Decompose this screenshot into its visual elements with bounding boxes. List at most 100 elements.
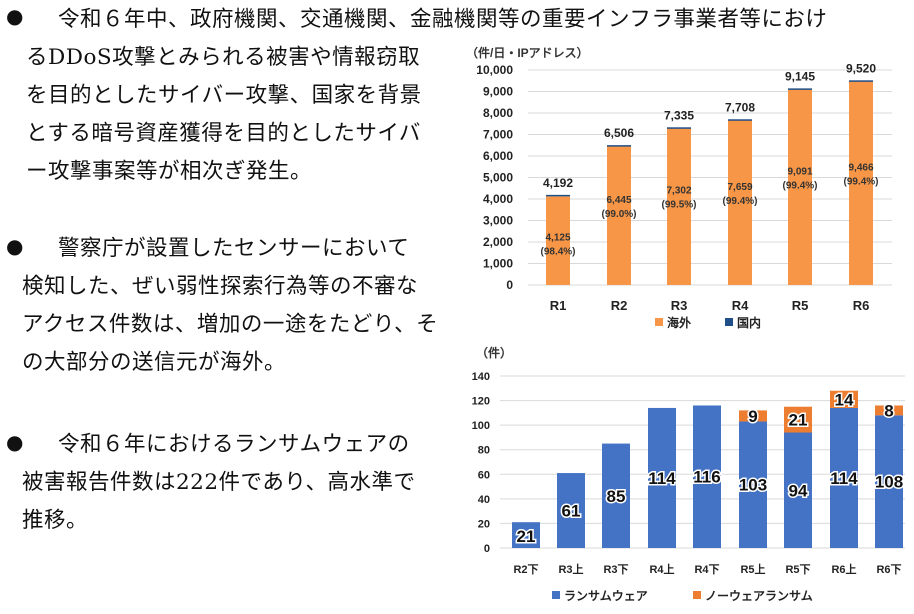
total-label: 7,708 xyxy=(725,100,755,114)
bar-ransomware xyxy=(602,443,630,548)
overseas-pct-label: (99.4%) xyxy=(782,180,817,191)
y-tick-label: 3,000 xyxy=(483,214,513,228)
y-tick-label: 7,000 xyxy=(483,128,513,142)
overseas-value-label: 9,091 xyxy=(787,166,812,177)
legend-swatch xyxy=(655,318,663,326)
bullet-text-line: 警察庁が設置したセンサーにおいて xyxy=(58,236,410,261)
bullet-text-line: るDDoS攻撃とみられる被害や情報窃取 xyxy=(26,45,421,70)
x-category-label: R5上 xyxy=(740,562,765,576)
bar-domestic xyxy=(607,145,631,147)
bar-overseas xyxy=(728,120,752,285)
y-tick-label: 60 xyxy=(478,469,490,481)
bar-overseas xyxy=(607,146,631,285)
bar-ransomware xyxy=(739,421,767,548)
overseas-pct-label: (99.4%) xyxy=(843,176,878,187)
legend-swatch xyxy=(725,318,733,326)
legend-label: ノーウェアランサム xyxy=(705,589,813,603)
bullet-text-line: 令和６年中、政府機関、交通機関、金融機関等の重要インフラ事業者等におけ xyxy=(58,7,828,32)
bar-overseas xyxy=(849,81,873,285)
bullet-text-line: アクセス件数は、増加の一途をたどり、そ xyxy=(22,312,439,337)
y-tick-label: 0 xyxy=(484,543,490,555)
bullet-icon: ● xyxy=(6,234,24,258)
bar-overseas xyxy=(667,128,691,285)
x-category-label: R3 xyxy=(671,298,688,313)
x-category-label: R4上 xyxy=(649,562,674,576)
data-label: 61 xyxy=(562,502,581,521)
x-category-label: R2 xyxy=(611,298,628,313)
bullet-text-line: ー攻撃事案等が相次ぎ発生。 xyxy=(26,159,313,184)
y-tick-label: 40 xyxy=(478,494,490,506)
y-tick-label: 9,000 xyxy=(483,85,513,99)
bullet-text-line: 推移。 xyxy=(22,508,89,533)
bullet-text-line: 検知した、ぜい弱性探索行為等の不審な xyxy=(22,274,419,299)
legend-label: ランサムウェア xyxy=(564,589,648,603)
y-tick-label: 2,000 xyxy=(483,235,513,249)
data-label: 9 xyxy=(748,407,757,426)
legend-label: 海外 xyxy=(667,315,691,330)
y-tick-label: 6,000 xyxy=(483,149,513,163)
data-label: 114 xyxy=(648,469,676,488)
bar-ransomware xyxy=(830,407,858,548)
data-label: 108 xyxy=(875,473,903,492)
y-tick-label: 0 xyxy=(506,278,513,292)
x-category-label: R4 xyxy=(732,298,749,313)
bar-domestic xyxy=(667,127,691,129)
y-tick-label: 100 xyxy=(472,420,490,432)
total-label: 6,506 xyxy=(604,126,634,140)
x-category-label: R5下 xyxy=(785,563,810,576)
bar-ransomware xyxy=(784,432,812,548)
bar-noware xyxy=(784,406,812,433)
y-tick-label: 1,000 xyxy=(483,257,513,271)
x-category-label: R2下 xyxy=(513,563,538,576)
overseas-pct-label: (98.4%) xyxy=(540,247,575,258)
data-label: 14 xyxy=(835,390,854,409)
data-label: 114 xyxy=(830,469,858,488)
y-tick-label: 5,000 xyxy=(483,171,513,185)
x-category-label: R1 xyxy=(550,298,567,313)
bar-domestic xyxy=(546,194,570,197)
y-tick-label: 140 xyxy=(472,371,490,383)
overseas-pct-label: (99.5%) xyxy=(661,200,696,211)
legend-swatch xyxy=(693,591,701,599)
overseas-value-label: 7,302 xyxy=(666,186,691,197)
bar-domestic xyxy=(788,88,812,90)
legend-label: 国内 xyxy=(737,315,761,330)
bar-ransomware xyxy=(648,407,676,548)
x-category-label: R3上 xyxy=(558,562,583,576)
x-category-label: R5 xyxy=(792,298,809,313)
data-label: 103 xyxy=(739,476,767,495)
bar-ransomware xyxy=(512,522,540,548)
overseas-pct-label: (99.4%) xyxy=(722,196,757,207)
bar-ransomware xyxy=(875,415,903,548)
bar-domestic xyxy=(728,119,752,121)
legend-swatch xyxy=(552,591,560,599)
unit-label: （件） xyxy=(476,345,512,360)
x-category-label: R3下 xyxy=(603,563,628,576)
bar-noware xyxy=(830,390,858,408)
data-label: 8 xyxy=(884,401,893,420)
bullet-icon: ● xyxy=(6,430,24,454)
bar-noware xyxy=(739,410,767,422)
x-category-label: R6下 xyxy=(876,563,901,576)
y-tick-label: 120 xyxy=(472,396,490,408)
overseas-value-label: 9,466 xyxy=(848,162,873,173)
x-category-label: R6 xyxy=(853,298,870,313)
y-tick-label: 4,000 xyxy=(483,192,513,206)
total-label: 9,520 xyxy=(846,61,876,75)
x-category-label: R4下 xyxy=(694,563,719,576)
y-tick-label: 20 xyxy=(478,518,490,530)
unit-label: （件/日・IPアドレス） xyxy=(466,45,589,60)
bullet-text-line: を目的としたサイバー攻撃、国家を背景 xyxy=(26,83,422,108)
bar-ransomware xyxy=(693,405,721,548)
data-label: 94 xyxy=(789,481,808,500)
overseas-value-label: 4,125 xyxy=(545,233,570,244)
bar-overseas xyxy=(546,196,570,285)
bullet-text-line: 被害報告件数は222件であり、高水準で xyxy=(22,470,416,495)
overseas-value-label: 7,659 xyxy=(727,182,752,193)
bar-ransomware xyxy=(557,473,585,548)
total-label: 4,192 xyxy=(543,176,573,190)
y-tick-label: 80 xyxy=(478,445,490,457)
data-label: 116 xyxy=(693,468,720,487)
bullet-icon: ● xyxy=(6,4,24,28)
data-label: 85 xyxy=(607,487,626,506)
